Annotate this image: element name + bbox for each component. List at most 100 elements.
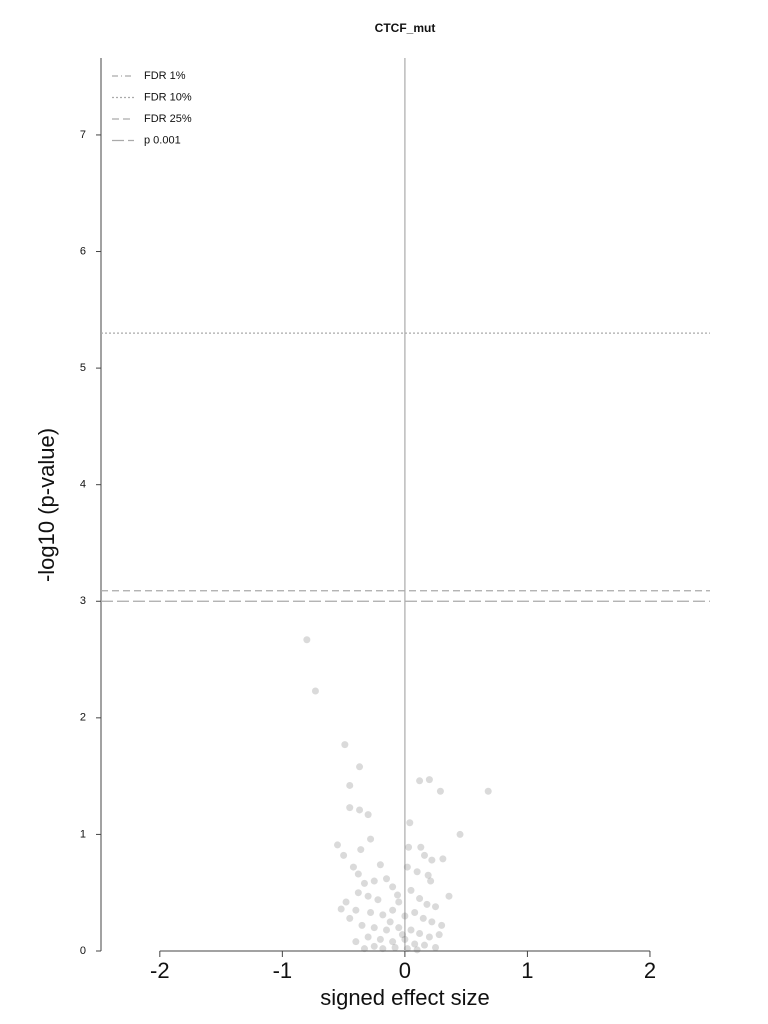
y-tick-label: 0 (80, 945, 86, 957)
point (389, 883, 397, 891)
point (428, 918, 436, 926)
point (428, 856, 436, 864)
x-tick-label: -2 (150, 958, 170, 983)
point (395, 898, 403, 906)
point (383, 875, 391, 883)
point (424, 871, 432, 879)
point (413, 946, 421, 954)
point (427, 877, 435, 885)
point (420, 851, 428, 859)
point (349, 863, 357, 871)
point (411, 940, 419, 948)
point (416, 930, 424, 938)
point (358, 921, 366, 929)
chart-title: CTCF_mut (375, 21, 436, 35)
point (386, 918, 394, 926)
point (352, 938, 360, 946)
point (311, 687, 319, 695)
point (354, 889, 362, 897)
point (425, 776, 433, 784)
point (403, 945, 411, 953)
y-tick-label: 7 (80, 129, 86, 141)
point (360, 879, 368, 887)
point (403, 863, 411, 871)
point (367, 835, 375, 843)
y-tick-label: 3 (80, 595, 86, 607)
point (445, 892, 453, 900)
y-tick-label: 5 (80, 362, 86, 374)
point (405, 843, 413, 851)
x-axis-label: signed effect size (320, 985, 490, 1010)
point (406, 819, 414, 827)
point (411, 909, 419, 917)
point (303, 636, 311, 644)
x-tick-label: 1 (521, 958, 533, 983)
point (342, 898, 350, 906)
y-tick-label: 2 (80, 712, 86, 724)
point (383, 926, 391, 934)
point (439, 855, 447, 863)
legend-label: FDR 25% (144, 113, 192, 125)
point (436, 787, 444, 795)
point (356, 763, 364, 771)
point (352, 906, 360, 914)
y-tick-label: 1 (80, 828, 86, 840)
point (398, 931, 406, 939)
y-tick-label: 4 (80, 479, 86, 491)
point (423, 900, 431, 908)
point (337, 905, 345, 913)
y-tick-label: 6 (80, 245, 86, 257)
point (370, 877, 378, 885)
point (395, 924, 403, 932)
legend-label: p 0.001 (144, 134, 181, 146)
point (340, 851, 348, 859)
point (394, 891, 402, 899)
point (417, 843, 425, 851)
point (391, 944, 399, 952)
point (389, 906, 397, 914)
legend-label: FDR 1% (144, 70, 186, 82)
point (416, 895, 424, 903)
point (360, 945, 368, 953)
point (346, 781, 354, 789)
point (425, 933, 433, 941)
point (333, 841, 341, 849)
point (379, 945, 387, 953)
point (364, 933, 372, 941)
point (346, 804, 354, 812)
point (416, 777, 424, 785)
point (432, 944, 440, 952)
point (438, 921, 446, 929)
x-tick-label: -1 (273, 958, 293, 983)
point (484, 787, 492, 795)
point (364, 892, 372, 900)
point (401, 912, 409, 920)
point (376, 861, 384, 869)
point (379, 911, 387, 919)
point (456, 830, 464, 838)
point (364, 811, 372, 819)
point (346, 914, 354, 922)
point (354, 870, 362, 878)
point (341, 741, 349, 749)
point (357, 846, 365, 854)
point (420, 941, 428, 949)
point (356, 806, 364, 814)
x-tick-label: 0 (399, 958, 411, 983)
point (435, 931, 443, 939)
point (419, 914, 427, 922)
point (407, 926, 415, 934)
point (407, 886, 415, 894)
point (389, 938, 397, 946)
point (401, 935, 409, 943)
point (370, 924, 378, 932)
point (374, 896, 382, 904)
point (367, 909, 375, 917)
x-tick-label: 2 (644, 958, 656, 983)
point (432, 903, 440, 911)
legend-label: FDR 10% (144, 91, 192, 103)
point (376, 935, 384, 943)
point (370, 942, 378, 950)
y-axis-label: -log10 (p-value) (34, 428, 59, 582)
